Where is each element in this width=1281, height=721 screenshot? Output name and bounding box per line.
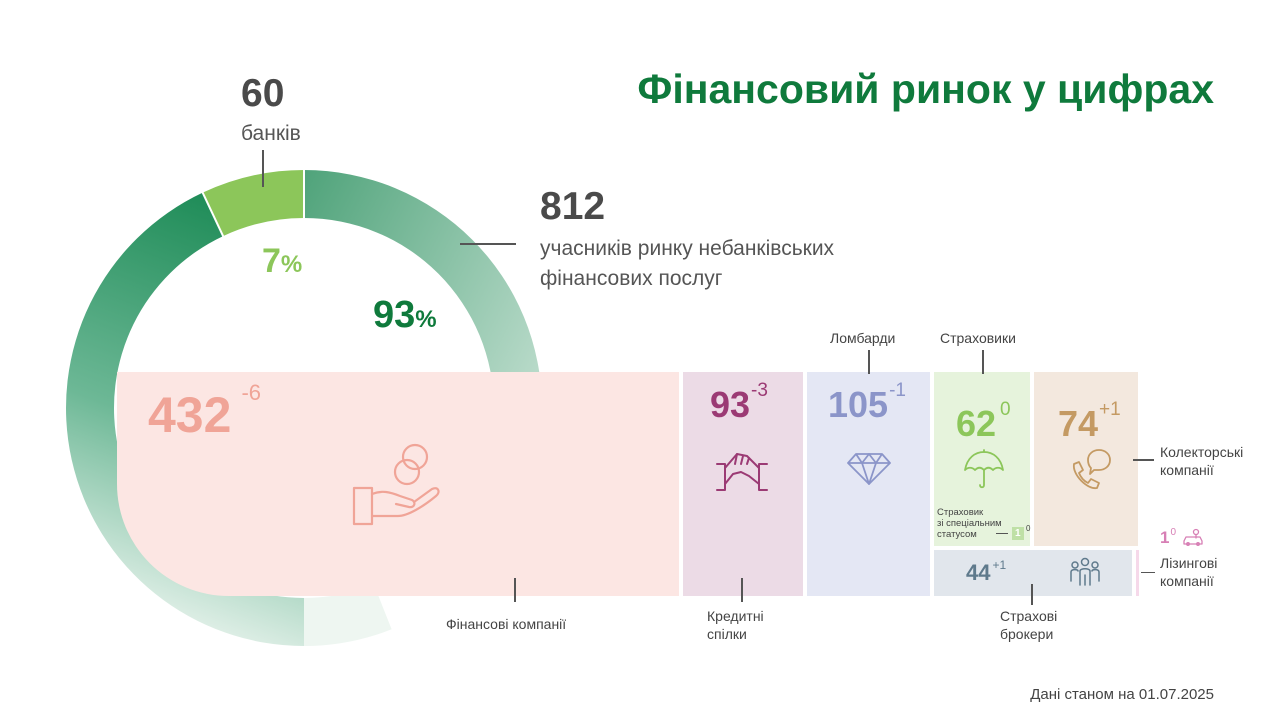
- nonbank-leader-line: [460, 243, 516, 245]
- nonbank-count: 812: [540, 185, 606, 228]
- people-icon: [1070, 557, 1100, 586]
- collectors-value-number: 74: [1058, 403, 1099, 444]
- data-date-note: Дані станом на 01.07.2025: [1030, 686, 1214, 703]
- pawn-change: -1: [889, 380, 906, 401]
- insurers-leader-line: [982, 350, 984, 374]
- nonbank-share-sign: %: [415, 306, 437, 333]
- brokers-label: Страхові брокери: [1000, 607, 1057, 643]
- brokers-label-line1: Страхові: [1000, 608, 1058, 624]
- tile-insurers: [934, 372, 1030, 546]
- leasing-label-line1: Лізингові: [1160, 555, 1218, 571]
- credit-value-number: 93: [710, 384, 751, 425]
- special-insurer-change: 0: [1026, 524, 1031, 533]
- special-insurer-label-line1: Страховик: [937, 507, 984, 518]
- banks-count: 60: [241, 72, 285, 115]
- tile-finance-companies: [117, 372, 679, 596]
- brokers-leader-line: [1031, 584, 1033, 605]
- finco-value-number: 432: [148, 387, 232, 443]
- finco-label: Фінансові компанії: [446, 616, 567, 632]
- special-insurer-leader-line: [996, 533, 1008, 534]
- collectors-label: Колекторські компанії: [1160, 443, 1243, 479]
- finco-change: -6: [241, 380, 261, 405]
- credit-label: Кредитні спілки: [707, 607, 764, 643]
- pawn-label: Ломбарди: [830, 330, 896, 346]
- special-insurer-label-line3: статусом: [937, 529, 977, 540]
- brokers-change: +1: [992, 558, 1007, 572]
- banks-leader-line: [262, 150, 264, 187]
- donut-slice-nonbank-bottom: [304, 584, 392, 646]
- pawn-value: 105-1: [828, 380, 906, 426]
- special-insurer-label: Страховик зі спеціальним статусом: [937, 507, 1002, 540]
- phone-chat-icon: [1073, 449, 1111, 489]
- leasing-label-line2: компанії: [1160, 573, 1214, 589]
- banks-share: 7%: [262, 242, 302, 281]
- insurers-label: Страховики: [940, 330, 1016, 346]
- collectors-leader-line: [1133, 459, 1154, 461]
- special-insurer-label-line2: зі спеціальним: [937, 518, 1002, 529]
- nonbank-share-value: 93: [373, 294, 416, 336]
- leasing-change: 0: [1170, 527, 1177, 538]
- credit-label-line1: Кредитні: [707, 608, 764, 624]
- finco-leader-line: [514, 578, 516, 602]
- special-insurer-value: 1: [1012, 527, 1024, 540]
- insurers-value: 62 0: [956, 399, 1011, 445]
- nonbank-label-line2: фінансових послуг: [540, 267, 723, 290]
- leasing-value-number: 1: [1160, 528, 1170, 547]
- credit-change: -3: [751, 380, 768, 401]
- umbrella-icon: [964, 449, 1004, 489]
- credit-value: 93-3: [710, 380, 768, 426]
- brokers-label-line2: брокери: [1000, 626, 1054, 642]
- banks-share-sign: %: [280, 251, 303, 278]
- donut-slice-banks: [202, 170, 304, 237]
- collectors-change: +1: [1099, 399, 1121, 420]
- collectors-label-line1: Колекторські: [1160, 444, 1244, 460]
- tile-leasing: [1136, 550, 1139, 596]
- collectors-value: 74+1: [1058, 399, 1121, 445]
- insurers-change: 0: [1000, 399, 1011, 420]
- credit-label-line2: спілки: [707, 626, 747, 642]
- leasing-leader-line: [1141, 572, 1155, 573]
- page-title: Фінансовий ринок у цифрах: [637, 66, 1214, 112]
- nonbank-label-line1: учасників ринку небанківських: [540, 237, 835, 260]
- banks-share-value: 7: [262, 242, 281, 280]
- collectors-label-line2: компанії: [1160, 462, 1214, 478]
- leasing-value: 10: [1160, 527, 1177, 548]
- tile-collectors: [1034, 372, 1138, 546]
- donut-separator-0: [200, 190, 225, 239]
- hand-coins-icon: [352, 443, 440, 526]
- diamond-icon: [847, 453, 891, 485]
- donut-slice-nonbank: [304, 170, 540, 372]
- car-key-icon: [1183, 528, 1203, 546]
- finco-value: 432 -6: [148, 380, 261, 444]
- leasing-label: Лізингові компанії: [1160, 554, 1217, 590]
- nonbank-label: учасників ринку небанківських фінансових…: [540, 234, 940, 294]
- donut-slice-nonbank-left: [66, 192, 305, 646]
- credit-leader-line: [741, 578, 743, 602]
- brokers-value: 44 +1: [966, 558, 1007, 586]
- pawn-leader-line: [868, 350, 870, 374]
- banks-label: банків: [241, 122, 301, 145]
- handshake-icon: [716, 453, 768, 491]
- brokers-value-number: 44: [966, 560, 991, 585]
- tile-insurance-brokers: [934, 550, 1132, 596]
- nonbank-share: 93%: [373, 294, 437, 337]
- insurers-value-number: 62: [956, 403, 997, 444]
- pawn-value-number: 105: [828, 384, 889, 425]
- tile-credit-unions: [683, 372, 803, 596]
